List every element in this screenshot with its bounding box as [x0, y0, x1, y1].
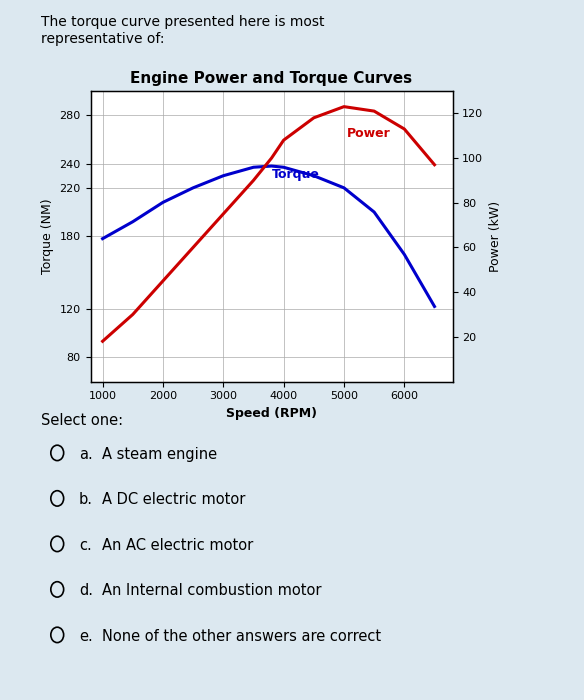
Text: b.: b. — [79, 492, 93, 507]
Text: d.: d. — [79, 583, 93, 598]
Text: The torque curve presented here is most
representative of:: The torque curve presented here is most … — [41, 15, 324, 46]
Text: Torque: Torque — [272, 168, 319, 181]
Text: c.: c. — [79, 538, 92, 552]
Text: Select one:: Select one: — [41, 413, 123, 428]
X-axis label: Speed (RPM): Speed (RPM) — [226, 407, 317, 420]
Text: Power: Power — [347, 127, 391, 140]
Text: An Internal combustion motor: An Internal combustion motor — [102, 583, 322, 598]
Text: A steam engine: A steam engine — [102, 447, 217, 461]
Text: None of the other answers are correct: None of the other answers are correct — [102, 629, 381, 643]
Title: Engine Power and Torque Curves: Engine Power and Torque Curves — [130, 71, 413, 85]
Text: e.: e. — [79, 629, 93, 643]
Y-axis label: Torque (NM): Torque (NM) — [41, 198, 54, 274]
Text: A DC electric motor: A DC electric motor — [102, 492, 246, 507]
Text: a.: a. — [79, 447, 93, 461]
Text: An AC electric motor: An AC electric motor — [102, 538, 253, 552]
Y-axis label: Power (kW): Power (kW) — [489, 201, 502, 272]
